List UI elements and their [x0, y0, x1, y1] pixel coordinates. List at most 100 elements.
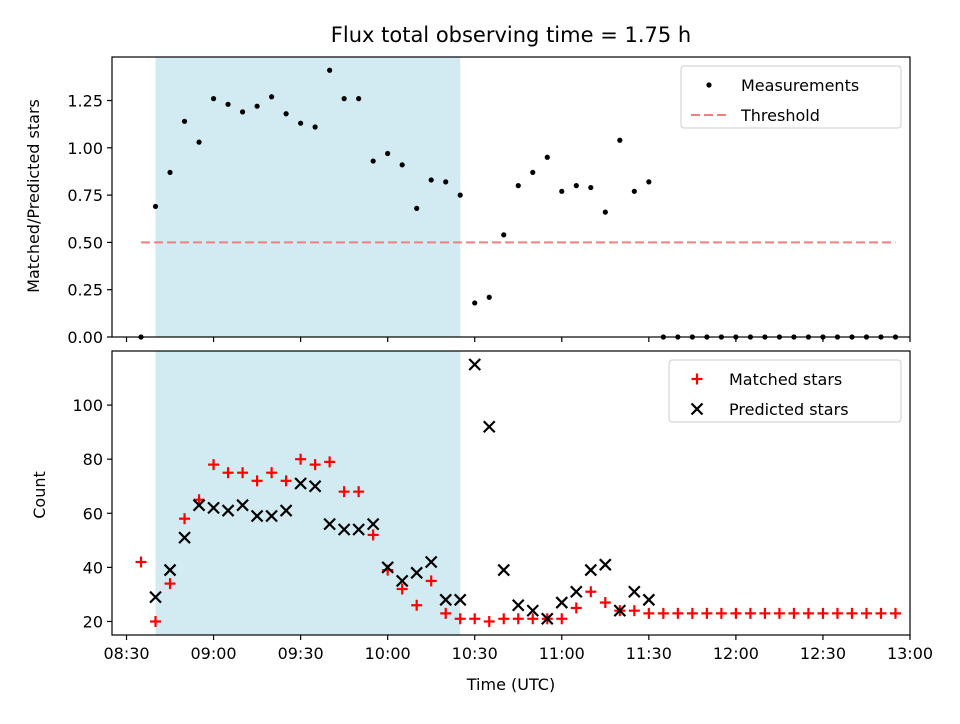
measurement-point: [356, 96, 362, 102]
measurement-point: [283, 111, 289, 117]
matched-star-point: [802, 607, 814, 619]
x-tick-label: 12:30: [800, 644, 846, 663]
matched-star-point: [701, 607, 713, 619]
measurement-point: [152, 203, 159, 210]
x-tick-label: 09:00: [191, 644, 237, 663]
y-tick-label: 0.75: [67, 186, 103, 205]
x-tick-label: 09:30: [278, 644, 324, 663]
x-tick-label: 10:30: [452, 644, 498, 663]
matched-star-point: [150, 615, 162, 627]
measurement-point: [631, 188, 637, 194]
matched-star-point: [875, 607, 887, 619]
predicted-star-point: [337, 523, 351, 536]
predicted-star-point: [395, 574, 409, 588]
predicted-star-point: [424, 555, 438, 569]
matched-star-point: [193, 494, 205, 506]
y-tick-label: 60: [83, 504, 103, 523]
predicted-star-point: [178, 531, 191, 544]
matched-star-point: [672, 607, 684, 619]
matched-star-point: [889, 607, 901, 619]
matched-star-point: [860, 607, 872, 619]
measurement-point: [370, 158, 376, 164]
matched-star-point: [135, 556, 147, 568]
matched-star-point: [425, 575, 437, 587]
matched-star-point: [759, 607, 771, 619]
matched-star-point: [512, 613, 524, 625]
measurement-point: [559, 188, 565, 194]
matched-star-point: [628, 605, 640, 617]
matched-star-point: [570, 602, 582, 614]
matched-star-point: [846, 607, 858, 619]
axes-frame: [111, 350, 911, 636]
top-plot-area: 0.00 0.25 0.50 0.75 1.00 1.25 Measurements Thre…: [67, 56, 911, 347]
y-tick-label: 0.00: [67, 328, 103, 347]
matched-star-point: [599, 597, 611, 609]
measurement-point: [602, 209, 608, 215]
bottom-y-axis-label: Count: [30, 471, 49, 519]
matched-star-point: [715, 607, 727, 619]
measurement-point: [443, 179, 449, 185]
legend-label: Predicted stars: [729, 400, 849, 419]
predicted-star-point: [482, 420, 496, 434]
measurement-point: [210, 96, 217, 102]
matched-star-point: [251, 475, 263, 487]
top-y-axis-label: Matched/Predicted stars: [24, 99, 43, 293]
x-tick-label: 11:00: [539, 644, 585, 663]
measurement-point: [486, 294, 492, 300]
measurement-point: [457, 192, 463, 198]
matched-star-point: [440, 607, 452, 619]
matched-star-point: [556, 613, 568, 625]
matched-star-point: [309, 459, 321, 471]
highlight-span: [155, 57, 461, 337]
x-tick-label: 08:30: [103, 644, 149, 663]
predicted-star-point: [366, 517, 380, 531]
predicted-star-point: [352, 523, 365, 536]
measurement-point: [617, 137, 623, 143]
matched-star-point: [788, 607, 800, 619]
y-tick-label: 100: [72, 396, 103, 415]
predicted-star-point: [497, 563, 511, 577]
legend-box: [668, 359, 902, 423]
y-tick-label: 1.00: [67, 139, 103, 158]
measurement-point: [588, 184, 594, 191]
predicted-star-point: [236, 498, 249, 512]
predicted-star-point: [163, 563, 177, 577]
matched-star-point: [164, 578, 176, 590]
matched-star-point: [643, 607, 655, 619]
matched-star-point: [266, 467, 278, 479]
x-axis-label: Time (UTC): [466, 675, 555, 694]
legend-label: Threshold: [740, 106, 820, 125]
legend-marker: [691, 373, 703, 385]
predicted-star-point: [540, 612, 554, 626]
predicted-star-point: [207, 501, 220, 515]
measurement-point: [544, 154, 550, 160]
legend-marker: [706, 82, 712, 88]
predicted-star-point: [555, 596, 569, 609]
measurement-point: [501, 232, 507, 238]
predicted-star-point: [410, 566, 423, 580]
y-tick-label: 40: [83, 558, 103, 577]
measurement-point: [573, 183, 579, 189]
measurement-point: [327, 67, 333, 73]
y-tick-label: 0.25: [67, 281, 103, 300]
y-tick-label: 80: [83, 450, 103, 469]
matched-star-point: [237, 467, 249, 479]
matched-star-point: [744, 607, 756, 619]
predicted-star-point: [294, 477, 307, 490]
predicted-star-point: [381, 561, 394, 574]
x-tick-label: 13:00: [887, 644, 933, 663]
highlight-span: [155, 351, 461, 635]
matched-star-point: [396, 583, 408, 595]
matched-star-point: [483, 615, 495, 627]
matched-star-point: [585, 586, 597, 598]
predicted-star-point: [570, 585, 583, 599]
measurement-point: [515, 183, 521, 189]
measurement-point: [530, 169, 536, 176]
y-tick-label: 0.50: [67, 233, 103, 252]
matched-star-point: [498, 613, 510, 625]
legend-box: [680, 65, 902, 129]
matched-star-point: [831, 607, 843, 619]
measurement-point: [312, 124, 318, 130]
y-tick-label: 1.25: [67, 92, 103, 111]
